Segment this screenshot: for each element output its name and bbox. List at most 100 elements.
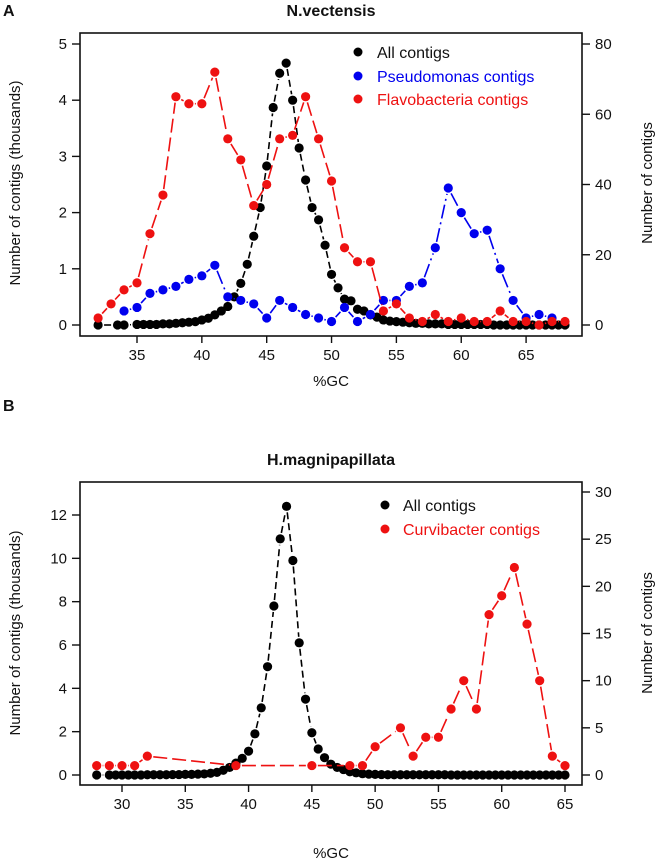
- series-line-segment: [539, 686, 553, 751]
- data-point: [243, 746, 254, 756]
- data-point: [268, 102, 278, 113]
- data-point: [231, 760, 241, 771]
- data-point: [417, 278, 427, 288]
- y-right-tick-label: 20: [595, 247, 612, 264]
- data-point: [357, 760, 368, 771]
- series-line-segment: [415, 741, 424, 752]
- series-line-segment: [516, 304, 524, 314]
- legend: All contigs Pseudomonas contigs Flavobac…: [353, 45, 534, 109]
- data-point: [509, 770, 519, 780]
- series-line-segment: [463, 217, 472, 229]
- data-point: [262, 161, 272, 171]
- data-point: [469, 229, 479, 239]
- data-point: [210, 67, 220, 77]
- data-point: [535, 770, 545, 780]
- data-point: [132, 319, 142, 330]
- series-line-segment: [306, 102, 318, 134]
- series-line-segment: [313, 738, 317, 744]
- data-point: [495, 264, 505, 274]
- series-line-segment: [371, 267, 383, 306]
- data-point: [459, 676, 469, 686]
- data-point: [541, 770, 551, 780]
- series-line-segment: [319, 144, 331, 176]
- series-line-segment: [423, 253, 434, 278]
- legend-label: Pseudomonas contigs: [377, 69, 534, 86]
- x-tick-label: 65: [518, 347, 535, 364]
- series-line-segment: [140, 297, 147, 304]
- data-point: [294, 638, 304, 648]
- data-point: [158, 285, 168, 295]
- data-point: [326, 269, 337, 280]
- series-line-segment: [556, 759, 561, 763]
- x-axis-label: %GC: [313, 373, 349, 390]
- data-point: [345, 760, 355, 771]
- data-point: [402, 770, 412, 780]
- legend-marker: [380, 500, 390, 510]
- x-tick-label: 55: [430, 796, 447, 813]
- x-tick-label: 50: [367, 796, 384, 813]
- series-line-segment: [331, 186, 345, 242]
- y-right-tick-label: 5: [595, 720, 603, 737]
- series-line-segment: [305, 704, 312, 728]
- series-line-segment: [388, 306, 392, 309]
- y-right-tick-label: 25: [595, 531, 612, 548]
- data-point: [333, 283, 343, 293]
- y-right-tick-label: 40: [595, 177, 612, 194]
- data-point: [288, 302, 298, 313]
- data-point: [484, 770, 494, 780]
- series-line-segment: [269, 304, 277, 314]
- data-point: [132, 302, 142, 313]
- series-line-segment: [427, 316, 431, 320]
- data-point: [112, 320, 123, 330]
- data-point: [503, 770, 513, 780]
- series-line-segment: [402, 732, 412, 751]
- data-point: [197, 99, 207, 109]
- legend-label: All contigs: [377, 45, 450, 62]
- series-line-segment: [476, 620, 490, 704]
- series-line-segment: [241, 165, 253, 201]
- data-point: [93, 320, 103, 330]
- series-line-segment: [273, 544, 281, 601]
- data-point: [521, 316, 531, 327]
- data-point: [223, 292, 233, 302]
- data-point: [249, 200, 259, 211]
- data-point: [288, 95, 298, 105]
- data-point: [171, 281, 181, 291]
- data-point: [378, 295, 389, 306]
- series-line-segment: [491, 314, 496, 319]
- data-point: [288, 130, 298, 140]
- y-tick-label: 12: [50, 507, 67, 524]
- data-point: [443, 183, 453, 193]
- series-line-segment: [452, 685, 463, 704]
- data-point: [249, 299, 259, 309]
- data-point: [346, 296, 356, 306]
- data-point: [352, 257, 363, 267]
- data-point: [269, 601, 279, 611]
- series-line-segment: [488, 235, 500, 264]
- panel-label: B: [3, 398, 15, 415]
- series-line-segment: [257, 307, 264, 315]
- data-point: [484, 610, 494, 620]
- data-point: [465, 770, 475, 780]
- series-line-segment: [286, 68, 293, 95]
- series-line-segment: [249, 739, 254, 746]
- data-point: [250, 729, 260, 739]
- series-line-segment: [365, 751, 373, 762]
- series-line-segment: [286, 512, 293, 555]
- data-point: [446, 704, 456, 714]
- data-point: [404, 281, 414, 291]
- data-point: [408, 770, 418, 780]
- series-line-segment: [503, 572, 513, 591]
- data-point: [288, 555, 298, 566]
- series-line-segment: [292, 566, 300, 637]
- data-point: [130, 760, 140, 771]
- data-point: [275, 134, 285, 144]
- data-point: [210, 260, 220, 270]
- series-line-segment: [379, 730, 397, 744]
- data-point: [383, 770, 393, 780]
- data-point: [427, 770, 437, 780]
- data-point: [534, 320, 544, 330]
- series-line-segment: [399, 290, 406, 297]
- legend-label: Flavobacteria contigs: [377, 92, 528, 109]
- series-line-segment: [180, 281, 184, 285]
